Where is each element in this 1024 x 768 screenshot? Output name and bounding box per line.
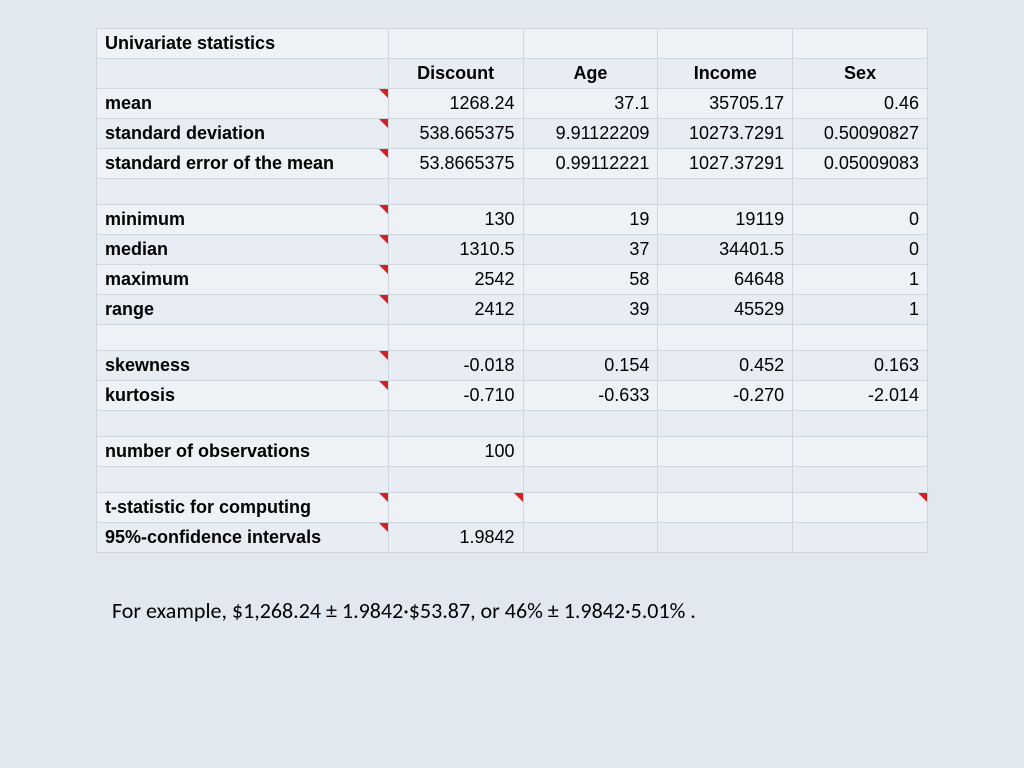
col-income: Income [658, 59, 793, 89]
col-discount: Discount [388, 59, 523, 89]
row-blank2 [97, 325, 928, 351]
row-nobs: number of observations100 [97, 437, 928, 467]
label-max: maximum [97, 265, 389, 295]
table-title: Univariate statistics [97, 29, 389, 59]
row-range: range241239455291 [97, 295, 928, 325]
row-skew: skewness-0.0180.1540.4520.163 [97, 351, 928, 381]
row-blank1 [97, 179, 928, 205]
header-row: Discount Age Income Sex [97, 59, 928, 89]
row-kurt: kurtosis-0.710-0.633-0.270-2.014 [97, 381, 928, 411]
col-age: Age [523, 59, 658, 89]
label-median: median [97, 235, 389, 265]
row-median: median1310.53734401.50 [97, 235, 928, 265]
title-row: Univariate statistics [97, 29, 928, 59]
label-range: range [97, 295, 389, 325]
row-min: minimum13019191190 [97, 205, 928, 235]
label-tstat2: 95%-confidence intervals [97, 523, 389, 553]
label-mean: mean [97, 89, 389, 119]
row-max: maximum254258646481 [97, 265, 928, 295]
label-sem: standard error of the mean [97, 149, 389, 179]
row-tstat2: 95%-confidence intervals1.9842 [97, 523, 928, 553]
row-blank4 [97, 467, 928, 493]
col-sex: Sex [793, 59, 928, 89]
example-text: For example, $1,268.24 ± 1.9842·$53.87, … [112, 597, 928, 624]
row-sem: standard error of the mean53.86653750.99… [97, 149, 928, 179]
row-stddev: standard deviation538.6653759.9112220910… [97, 119, 928, 149]
label-tstat1: t-statistic for computing [97, 493, 389, 523]
row-mean: mean1268.2437.135705.170.46 [97, 89, 928, 119]
label-min: minimum [97, 205, 389, 235]
label-stddev: standard deviation [97, 119, 389, 149]
row-tstat1: t-statistic for computing [97, 493, 928, 523]
label-kurt: kurtosis [97, 381, 389, 411]
row-blank3 [97, 411, 928, 437]
label-nobs: number of observations [97, 437, 389, 467]
label-skew: skewness [97, 351, 389, 381]
stats-table: Univariate statistics Discount Age Incom… [96, 28, 928, 553]
